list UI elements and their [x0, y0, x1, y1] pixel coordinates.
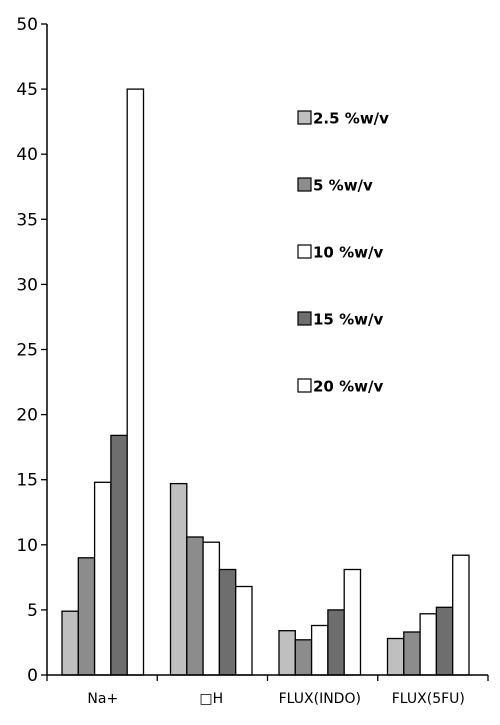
x-category-label: FLUX(5FU) [392, 691, 465, 707]
y-tick-label: 20 [16, 406, 38, 426]
legend-label: 2.5 %w/v [313, 110, 389, 128]
y-tick-label: 10 [16, 536, 38, 556]
bar-2-3 [294, 639, 313, 676]
bar-2-1 [77, 557, 96, 676]
y-tick-label: 50 [16, 15, 38, 35]
y-tick-label: 0 [27, 666, 38, 686]
y-tick-label: 45 [16, 80, 38, 100]
x-category-label: □H [199, 691, 223, 707]
legend-label: 20 %w/v [313, 378, 383, 396]
x-category-label: Na+ [87, 691, 118, 707]
y-tick-label: 30 [16, 275, 38, 295]
bar-3-1 [93, 481, 112, 676]
bar-5-4 [452, 554, 470, 676]
bar-1-2 [169, 482, 188, 676]
bar-3-4 [419, 613, 438, 676]
bar-5-1 [126, 88, 145, 676]
legend-swatch [297, 311, 312, 326]
bar-4-4 [435, 606, 454, 676]
bar-2-2 [186, 536, 204, 676]
legend-swatch [297, 110, 312, 125]
y-tick-label: 15 [16, 471, 38, 491]
bar-4-2 [218, 568, 237, 676]
legend: 2.5 %w/v 5 %w/v 10 %w/v 15 %w/v 20 %w/v [297, 110, 389, 396]
legend-swatch [297, 177, 312, 192]
y-tick-label: 25 [16, 341, 38, 361]
x-axis: Na+ □H FLUX(INDO) FLUX(5FU) [46, 674, 489, 707]
bar-4-3 [327, 609, 345, 676]
bar-5-2 [235, 585, 253, 676]
y-tick-label: 40 [16, 145, 38, 165]
bar-5-3 [343, 568, 362, 676]
legend-swatch [297, 244, 312, 259]
bar-3-3 [310, 624, 329, 676]
x-category-label: FLUX(INDO) [279, 691, 361, 707]
y-tick-label: 35 [16, 210, 38, 230]
legend-label: 10 %w/v [313, 244, 383, 262]
bars-group [61, 88, 470, 676]
bar-1-3 [278, 630, 296, 676]
y-tick-label: 5 [27, 601, 38, 621]
bar-1-1 [61, 610, 79, 676]
bar-1-4 [386, 637, 405, 676]
bar-4-1 [110, 434, 128, 676]
y-axis: 0 5 10 15 20 25 30 35 40 45 50 [16, 15, 48, 686]
bar-2-4 [403, 631, 421, 676]
bar-3-2 [202, 541, 221, 676]
legend-swatch [297, 378, 312, 393]
legend-label: 15 %w/v [313, 311, 383, 329]
legend-label: 5 %w/v [313, 177, 373, 195]
